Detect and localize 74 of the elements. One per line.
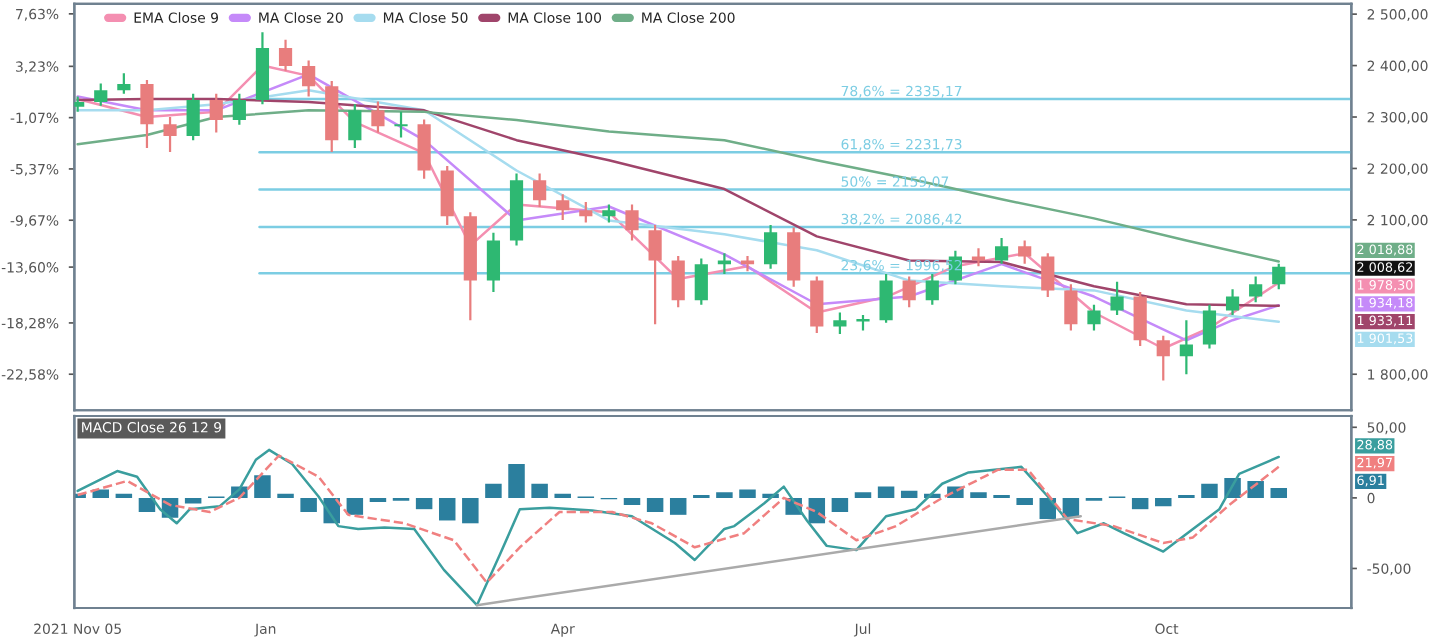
bar — [623, 497, 641, 505]
candlestick — [533, 172, 547, 209]
bar — [531, 483, 548, 498]
candlestick — [648, 223, 662, 326]
candlestick — [486, 231, 501, 294]
candlestick — [348, 103, 362, 149]
candlestick — [1064, 283, 1078, 332]
bar — [1201, 483, 1218, 498]
candlestick — [232, 92, 246, 126]
candlestick — [1041, 252, 1055, 299]
candlestick — [1018, 239, 1032, 265]
bar — [970, 492, 987, 498]
line-series — [76, 448, 1281, 607]
candlestick — [925, 272, 939, 306]
bar — [184, 497, 202, 504]
bar — [92, 489, 110, 498]
candlestick — [556, 193, 570, 222]
candlestick — [1272, 262, 1286, 291]
candlestick — [1202, 303, 1217, 350]
candlestick — [1225, 288, 1240, 317]
candlestick — [602, 203, 616, 224]
candlestick — [302, 59, 316, 98]
candlestick — [1179, 319, 1193, 376]
bar — [854, 492, 872, 498]
candlestick — [810, 275, 824, 335]
bar — [138, 497, 156, 512]
candlestick — [417, 118, 431, 180]
line-series — [76, 454, 1281, 584]
bar — [831, 497, 849, 512]
candlestick — [1110, 280, 1124, 317]
bar — [346, 497, 364, 515]
bar — [669, 497, 687, 515]
candlestick — [371, 100, 385, 134]
bar — [1247, 480, 1264, 498]
candlestick — [902, 275, 916, 309]
bar — [900, 490, 918, 498]
bar — [254, 475, 271, 498]
bar — [369, 497, 387, 503]
candlestick — [764, 223, 778, 270]
bar — [716, 492, 733, 498]
candlestick — [394, 110, 408, 139]
bar — [1131, 497, 1149, 510]
bar — [485, 483, 502, 498]
candlestick — [1249, 275, 1263, 304]
candlestick — [1133, 290, 1147, 348]
bar — [462, 497, 479, 524]
candlestick — [1087, 303, 1101, 332]
bar — [1270, 488, 1288, 498]
candlestick — [879, 272, 893, 324]
bar — [646, 497, 664, 512]
candlestick — [1156, 334, 1170, 382]
candlestick — [186, 92, 200, 142]
candlestick — [140, 78, 154, 149]
candlestick — [579, 200, 593, 224]
candlestick — [994, 236, 1009, 265]
candlestick — [671, 254, 685, 309]
bar — [1155, 497, 1172, 507]
bar — [1016, 497, 1033, 505]
bar — [508, 464, 525, 498]
candlestick — [971, 247, 986, 268]
bar — [415, 497, 433, 510]
bar — [300, 497, 317, 512]
candlestick — [209, 92, 223, 134]
candlestick — [833, 311, 847, 336]
candlestick — [94, 82, 108, 107]
bar — [877, 486, 895, 498]
candlestick — [278, 38, 293, 72]
candlestick — [625, 203, 639, 242]
bar — [438, 497, 456, 521]
candlestick — [440, 164, 454, 227]
bar — [739, 489, 756, 498]
candlestick — [163, 115, 177, 154]
candlestick — [694, 257, 708, 306]
candlestick — [117, 72, 131, 95]
